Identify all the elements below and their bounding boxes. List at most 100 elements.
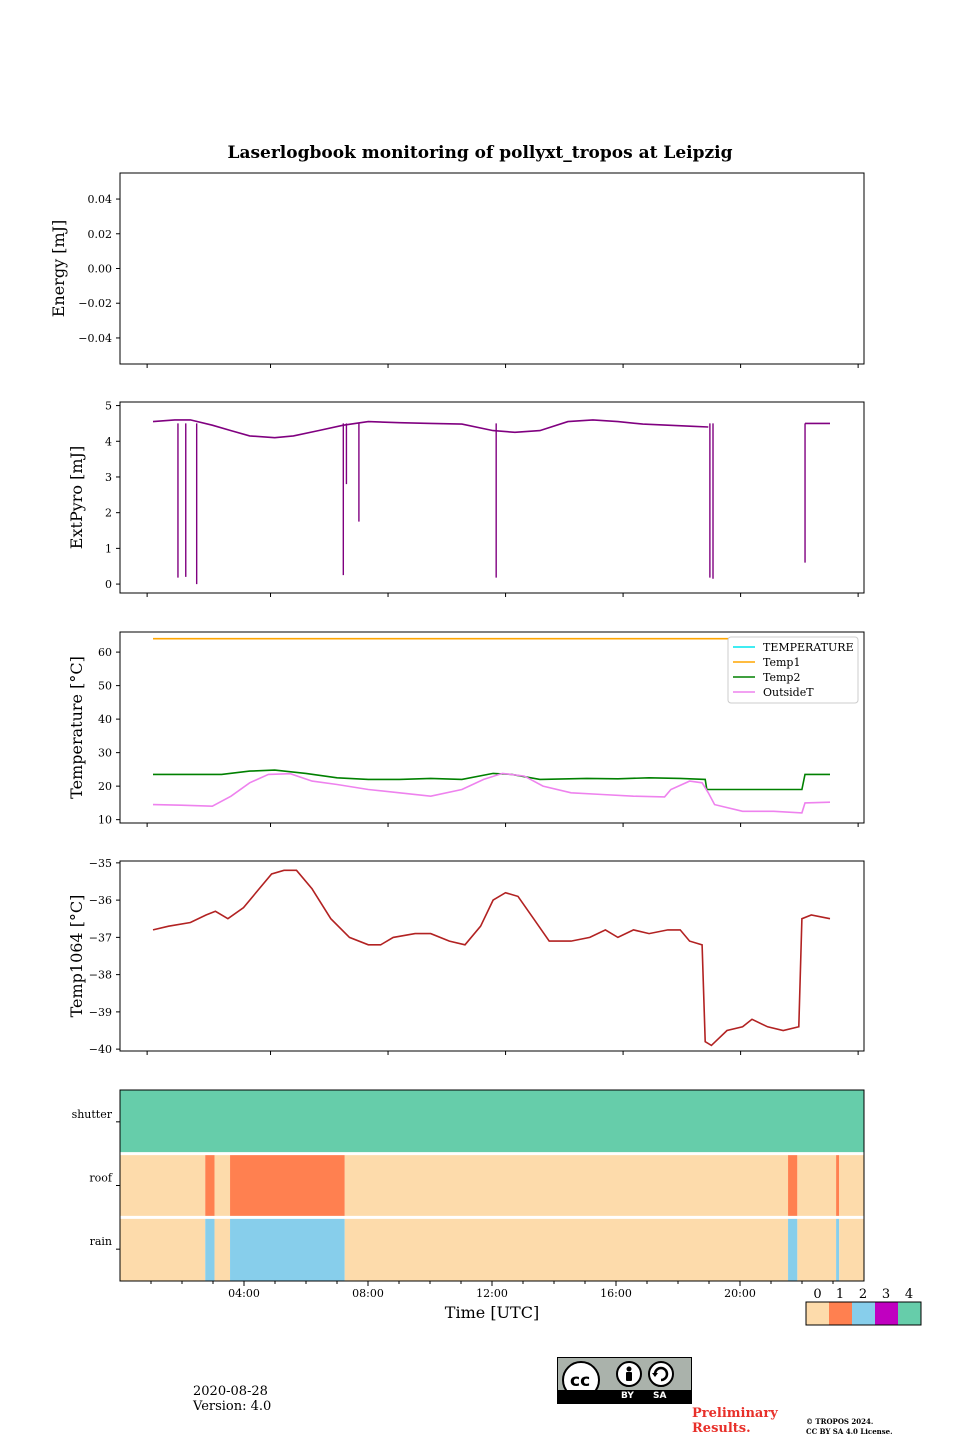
y-tick-label: −37 [89, 931, 112, 944]
date-text: 2020-08-28 [193, 1384, 268, 1399]
cc-mark-text: cc [570, 1371, 591, 1391]
y-tick-label: 3 [105, 471, 112, 484]
flag-cell-rain [120, 1217, 206, 1281]
legend-entry: Temp1 [763, 656, 800, 669]
series-line-outsidet [152, 772, 831, 814]
cc-by-label: BY [621, 1391, 634, 1401]
flag-cell-roof [344, 1153, 789, 1218]
colorbar-label: 4 [905, 1287, 913, 1302]
preliminary-line-1: Preliminary [692, 1406, 778, 1421]
legend-entry: TEMPERATURE [763, 641, 854, 654]
legend-box [727, 636, 859, 704]
panel-energy: 0.04 0.02 0.00 −0.02 −0.04 Energy [mJ] [49, 172, 865, 368]
colorbar-label: 0 [813, 1287, 821, 1302]
y-tick-label: 50 [98, 680, 112, 693]
copyright-note: © TROPOS 2024. CC BY SA 4.0 License. [806, 1417, 893, 1437]
flag-cell-roof [214, 1153, 231, 1218]
y-tick-label: 4 [105, 435, 112, 448]
flag-cell-rain [344, 1217, 789, 1281]
x-axis-label: Time [UTC] [445, 1303, 539, 1322]
colorbar-label: 2 [859, 1287, 867, 1302]
y-tick-label: 2 [105, 507, 112, 520]
y-axis-label: Energy [mJ] [49, 220, 68, 318]
legend-entry: Temp2 [763, 671, 800, 684]
colorbar-label: 1 [836, 1287, 844, 1302]
legend: TEMPERATURE Temp1 Temp2 OutsideT [727, 636, 859, 704]
y-tick-label: −39 [89, 1006, 112, 1019]
preliminary-line-2: Results. [692, 1421, 751, 1436]
colorbar-swatch [898, 1302, 921, 1325]
panel-frame [119, 860, 865, 1052]
panel-temp1064: −35 −36 −37 −38 −39 −40 Temp1064 [°C] [67, 857, 865, 1056]
series-line-temp1064 [152, 869, 831, 1047]
flag-cell-roof [839, 1153, 864, 1218]
cc-sa-label: SA [653, 1391, 667, 1401]
figure-title: Laserlogbook monitoring of pollyxt_tropo… [227, 143, 732, 163]
panel-frame [119, 401, 865, 594]
row-label-roof: roof [89, 1172, 113, 1185]
panel-frame [119, 631, 865, 824]
version-text: Version: 4.0 [193, 1399, 272, 1414]
colorbar-swatch [852, 1302, 875, 1325]
flag-cell-rain [205, 1217, 215, 1281]
x-tick-label: 16:00 [600, 1287, 632, 1300]
x-tick-label: 20:00 [724, 1287, 756, 1300]
y-tick-label: 0.02 [88, 228, 113, 241]
y-axis-label: ExtPyro [mJ] [67, 446, 86, 549]
y-tick-label: 1 [105, 542, 112, 555]
y-tick-label: 30 [98, 747, 112, 760]
y-tick-label: 40 [98, 713, 112, 726]
y-tick-label: 0 [105, 578, 112, 591]
y-tick-label: 10 [98, 814, 112, 827]
y-tick-label: −40 [89, 1043, 112, 1056]
y-tick-label: 20 [98, 780, 112, 793]
flag-cell-rain [839, 1217, 864, 1281]
x-tick-label: 04:00 [228, 1287, 260, 1300]
y-tick-label: −38 [89, 969, 112, 982]
flag-cell-rain [836, 1217, 840, 1281]
cc-sa-icon [648, 1361, 674, 1387]
colorbar-swatch [875, 1302, 898, 1325]
y-tick-label: −35 [89, 857, 112, 870]
flag-cell-shutter [120, 1090, 864, 1154]
series-line-extpyro [152, 419, 709, 439]
x-tick-label: 08:00 [352, 1287, 384, 1300]
flag-cell-roof [205, 1153, 215, 1218]
colorbar-swatch [829, 1302, 852, 1325]
flag-cell-roof [797, 1153, 837, 1218]
copyright-line-1: © TROPOS 2024. [806, 1417, 874, 1426]
copyright-line-2: CC BY SA 4.0 License. [806, 1427, 893, 1436]
flag-cell-roof [788, 1153, 798, 1218]
date-version-block: 2020-08-28 Version: 4.0 [193, 1384, 271, 1414]
flag-cell-roof [836, 1153, 840, 1218]
panel-extpyro: 5 4 3 2 1 0 ExtPyro [mJ] [67, 400, 865, 597]
y-axis-label: Temperature [°C] [67, 656, 86, 799]
panel-flags: shutter roof rain 04:00 08:00 12:00 16:00 20:00… [72, 1089, 922, 1326]
row-label-shutter: shutter [72, 1108, 113, 1121]
y-tick-label: −0.02 [78, 297, 112, 310]
x-tick-label: 12:00 [476, 1287, 508, 1300]
cc-by-person-icon [616, 1361, 642, 1387]
legend-entry: OutsideT [763, 686, 814, 699]
cc-license-badge: cc BY SA [557, 1357, 692, 1404]
flag-cell-rain [797, 1217, 837, 1281]
preliminary-results-note: Preliminary Results. [692, 1406, 778, 1436]
colorbar-label: 3 [882, 1287, 890, 1302]
y-tick-label: 60 [98, 646, 112, 659]
row-label-rain: rain [90, 1235, 112, 1248]
flag-cell-roof [230, 1153, 345, 1218]
y-tick-label: 0.00 [88, 263, 113, 276]
flag-cell-rain [230, 1217, 345, 1281]
colorbar-swatch [806, 1302, 829, 1325]
panel-frame [119, 172, 865, 365]
flag-cell-rain [214, 1217, 231, 1281]
cc-label-band [558, 1390, 691, 1403]
y-tick-label: −0.04 [78, 332, 112, 345]
y-tick-label: 5 [105, 400, 112, 413]
colorbar-frame [805, 1301, 922, 1326]
flag-cell-roof [120, 1153, 206, 1218]
y-tick-label: −36 [89, 894, 112, 907]
